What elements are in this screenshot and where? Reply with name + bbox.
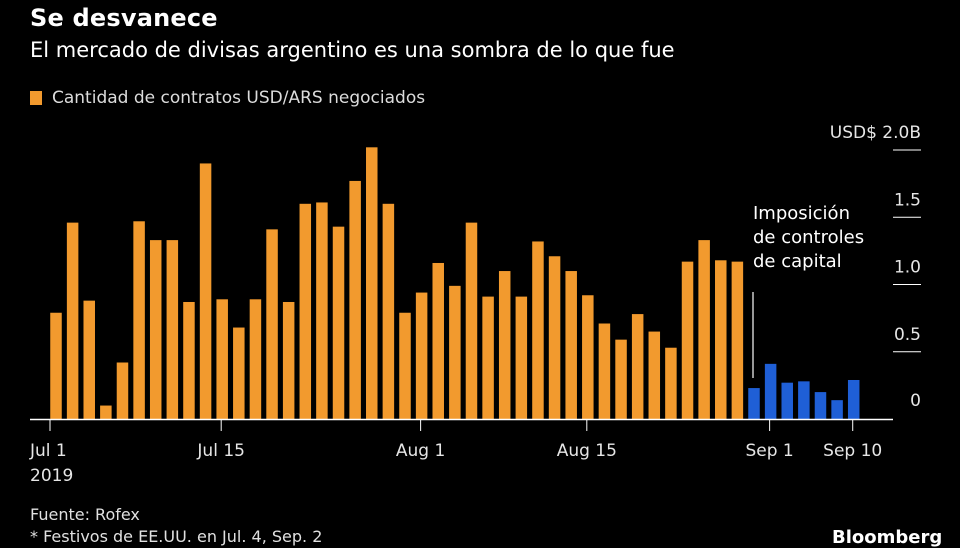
bar [399,312,411,419]
bar [781,382,793,419]
bar [266,229,278,419]
x-tick-sublabel: 2019 [30,466,73,486]
bar [133,221,145,419]
bar [332,226,345,419]
bar [648,331,661,419]
legend: Cantidad de contratos USD/ARS negociados [30,88,425,108]
annotation-text: Imposición [753,203,850,224]
legend-label: Cantidad de contratos USD/ARS negociados [52,88,426,108]
y-tick-label: 0 [910,391,921,411]
bar [349,180,361,419]
bar [216,299,228,419]
bar [665,347,677,419]
bar [100,405,112,419]
x-tick-label: Aug 1 [396,441,445,461]
x-tick-label: Aug 15 [557,441,617,461]
bar [631,314,644,419]
bar [432,262,444,419]
x-tick-label: Jul 1 [29,441,67,461]
y-tick-label: USD$ 2.0B [830,123,921,143]
bar [183,301,195,419]
bar [482,296,494,419]
bar [798,381,810,419]
bar [382,203,395,419]
bar [847,379,860,419]
bar [515,296,528,419]
bar [814,392,827,419]
holiday-note: * Festivos de EE.UU. en Jul. 4, Sep. 2 [30,527,323,546]
bar [831,400,843,419]
bar [415,292,428,419]
annotation-text: de controles [753,227,864,248]
source-note: Fuente: Rofex [30,505,140,524]
annotation-text: de capital [753,251,842,272]
bar [748,388,760,419]
y-tick-label: 1.0 [894,258,921,278]
bar [233,327,245,419]
bar [249,299,262,419]
bar [449,285,461,419]
bar [282,301,295,419]
x-tick-label: Jul 15 [196,441,245,461]
bar [681,261,694,419]
bar [465,222,478,419]
bar [731,261,744,419]
bar [615,339,627,419]
legend-swatch [30,91,42,105]
bar [366,147,378,419]
bar [116,362,129,419]
bar [50,312,62,419]
bar [715,260,727,419]
chart-title: Se desvanece [30,4,218,32]
bar [565,271,577,419]
bar [598,323,611,419]
chart-subtitle: El mercado de divisas argentino es una s… [30,38,675,62]
x-tick-label: Sep 1 [745,441,793,461]
bar [532,241,544,419]
bar [764,363,777,419]
bar [498,271,511,419]
brand-logo: Bloomberg [832,527,943,548]
bar [548,256,561,419]
bar [83,300,95,419]
bar [149,240,162,419]
y-tick-label: 1.5 [894,190,921,210]
bar [316,202,328,419]
bar [299,203,312,419]
bar [166,240,179,419]
x-tick-label: Sep 10 [823,441,882,461]
y-tick-label: 0.5 [894,325,921,345]
bar [582,295,594,419]
bar [66,222,79,419]
bar [199,163,212,419]
bar [698,240,710,419]
